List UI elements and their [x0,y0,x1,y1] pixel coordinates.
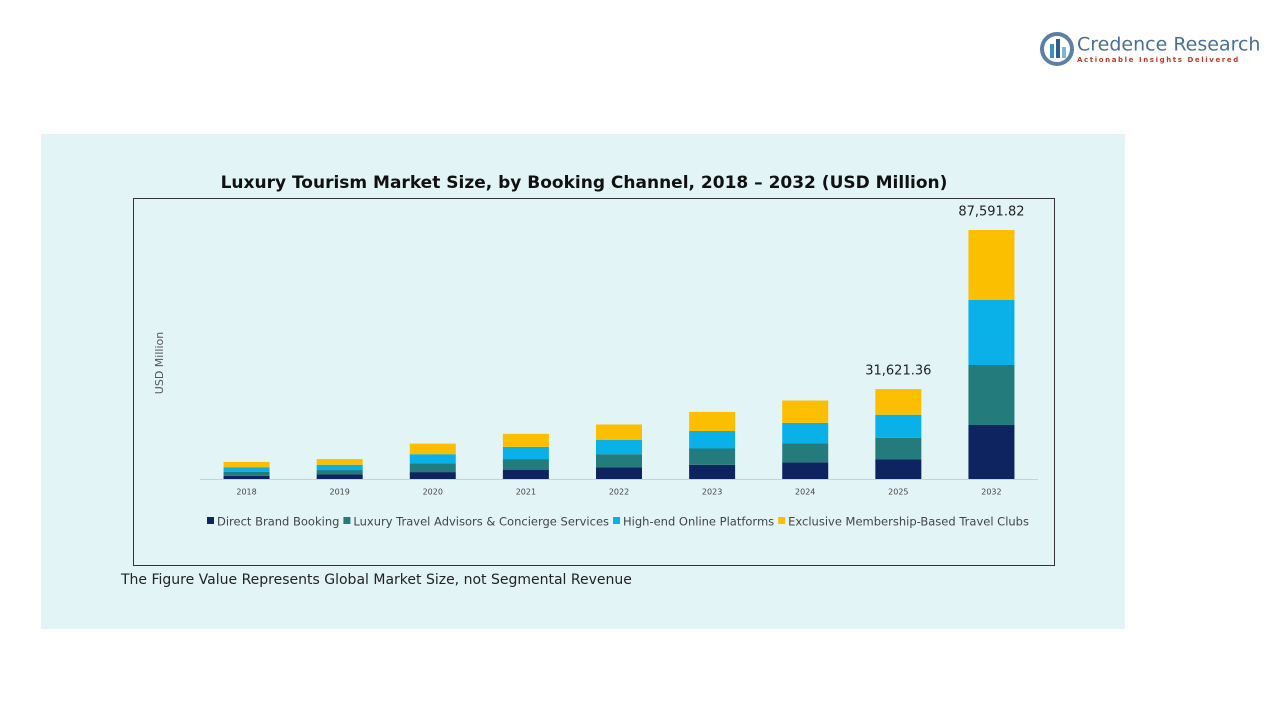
bar-segment [782,422,829,444]
bar-segment [782,443,829,463]
footnote: The Figure Value Represents Global Marke… [120,572,632,588]
bar-segment [968,365,1015,426]
logo-icon [1040,32,1074,66]
bar-segment [596,424,642,440]
x-tick-label: 2023 [702,488,722,497]
bar-segment [782,462,829,479]
bar-segment [502,469,549,479]
x-tick-label: 2032 [981,488,1001,497]
x-tick-label: 2022 [609,488,629,497]
bar-segment [875,389,922,415]
bar-segment [316,459,363,465]
chart-frame [133,198,1055,566]
bar-segment [223,461,270,468]
bar-segment [875,459,922,479]
bar-segment [689,448,736,465]
bar-segment [316,464,363,471]
bar-segment [689,464,736,479]
legend-swatch [778,517,786,524]
legend-swatch [613,517,621,524]
bar-segment [409,443,456,455]
bar-segment [875,437,922,460]
bar-segment [596,467,642,479]
bar-segment [409,472,456,479]
bar-segment [968,300,1015,366]
legend-swatch [343,517,351,524]
bar-segment [502,446,549,460]
bar-segment [596,454,642,468]
bar-segment [316,470,363,475]
x-tick-label: 2021 [516,488,536,497]
legend-swatch [207,517,215,524]
panel [41,134,1125,629]
total-label: 31,621.36 [865,364,931,379]
legend-label: Exclusive Membership-Based Travel Clubs [788,515,1029,529]
bar-segment [316,474,363,479]
bar-segment [968,425,1015,479]
x-tick-label: 2019 [329,488,349,497]
bar-segment [782,400,829,423]
bar-segment [409,463,456,473]
legend-label: High-end Online Platforms [623,515,774,529]
x-tick-label: 2025 [888,488,908,497]
bar-segment [223,475,270,479]
x-tick-label: 2024 [795,488,815,497]
logo-tagline: Actionable Insights Delivered [1077,56,1240,64]
total-label: 87,591.82 [958,205,1024,220]
bar-segment [689,431,736,449]
legend-label: Luxury Travel Advisors & Concierge Servi… [353,515,609,529]
bar-segment [968,230,1015,301]
bar-segment [223,467,270,472]
bar-segment [596,439,642,455]
bar-segment [502,433,549,447]
legend-label: Direct Brand Booking [217,515,339,529]
y-axis-label: USD Million [153,332,166,394]
x-tick-label: 2020 [423,488,443,497]
bar-segment [502,459,549,470]
bar-segment [689,411,736,432]
logo-name: Credence Research [1077,34,1260,56]
bar-segment [223,471,270,476]
bar-segment [875,414,922,438]
chart-title: Luxury Tourism Market Size, by Booking C… [221,173,948,193]
x-tick-label: 2018 [236,488,256,497]
bar-segment [409,454,456,464]
